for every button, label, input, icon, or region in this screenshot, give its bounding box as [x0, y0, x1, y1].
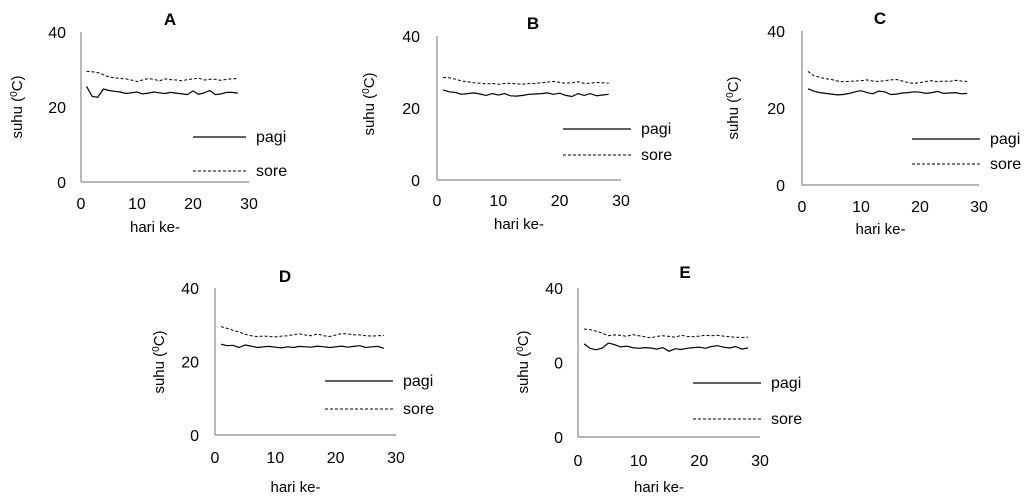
x-tick-label: 10 [489, 193, 507, 210]
y-tick-label: 20 [181, 355, 199, 372]
chart-title: E [679, 263, 690, 282]
y-tick-label: 40 [767, 24, 785, 41]
y-tick-label: 20 [402, 101, 420, 118]
legend-label-sore: sore [771, 411, 802, 428]
chart-title: C [874, 9, 886, 28]
y-axis-label: suhu (0C) [9, 75, 27, 138]
y-axis-label-unit: C) [361, 72, 378, 88]
series-line-sore [807, 70, 968, 84]
y-tick-label: 20 [48, 100, 66, 117]
y-axis-label-text: suhu ( [361, 94, 378, 136]
x-tick-label: 0 [433, 193, 442, 210]
y-axis-label-unit: C) [725, 76, 742, 92]
y-axis-label-sup: 0 [361, 88, 372, 94]
series-line-sore [584, 328, 748, 339]
y-tick-label: 0 [57, 175, 66, 192]
y-axis-label-text: suhu ( [515, 352, 532, 394]
x-tick-label: 10 [128, 196, 146, 213]
x-tick-label: 30 [751, 453, 769, 470]
x-tick-label: 10 [630, 453, 648, 470]
y-tick-label: 40 [48, 25, 66, 42]
legend-label-pagi: pagi [990, 131, 1020, 148]
y-axis-label: suhu (0C) [151, 330, 169, 393]
y-axis-label: suhu (0C) [725, 76, 743, 139]
y-tick-label: 0 [411, 173, 420, 190]
y-axis-label-text: suhu ( [151, 352, 168, 394]
y-tick-label: 0 [190, 428, 199, 445]
x-tick-label: 30 [612, 193, 630, 210]
y-axis-label: suhu (0C) [361, 72, 379, 135]
y-tick-label: 20 [767, 101, 785, 118]
series-line-pagi [220, 343, 385, 349]
series-line-sore [86, 70, 238, 83]
x-tick-label: 20 [327, 450, 345, 467]
series-line-sore [220, 326, 384, 338]
legend-label-pagi: pagi [403, 373, 433, 390]
x-tick-label: 0 [574, 453, 583, 470]
x-tick-label: 0 [77, 196, 86, 213]
x-tick-label: 20 [911, 199, 929, 216]
y-tick-label: 0 [554, 356, 563, 373]
x-tick-label: 0 [798, 199, 807, 216]
x-tick-label: 30 [970, 199, 988, 216]
x-tick-label: 20 [184, 196, 202, 213]
series-line-pagi [86, 86, 238, 98]
y-axis-label-sup: 0 [9, 91, 20, 97]
legend-label-pagi: pagi [641, 121, 671, 138]
y-axis-label: suhu (0C) [515, 330, 533, 393]
legend-label-pagi: pagi [771, 375, 801, 392]
y-tick-label: 40 [402, 29, 420, 46]
chart-title: D [279, 267, 291, 286]
y-axis-label-unit: C) [515, 330, 532, 346]
y-axis-label-text: suhu ( [9, 97, 26, 139]
legend-label-sore: sore [990, 156, 1021, 173]
x-axis-label: hari ke- [130, 219, 180, 236]
legend-label-sore: sore [641, 147, 672, 164]
x-axis-label: hari ke- [270, 479, 320, 496]
series-line-pagi [807, 88, 968, 96]
y-tick-label: 40 [181, 281, 199, 298]
y-axis-label-text: suhu ( [725, 98, 742, 140]
x-tick-label: 20 [551, 193, 569, 210]
chart-title: A [164, 10, 176, 29]
y-tick-label: 0 [776, 178, 785, 195]
y-axis-label-sup: 0 [515, 346, 526, 352]
series-line-pagi [442, 89, 609, 98]
y-axis-label-sup: 0 [151, 346, 162, 352]
series-line-pagi [583, 342, 749, 352]
x-tick-label: 0 [211, 450, 220, 467]
x-tick-label: 30 [240, 196, 258, 213]
y-axis-label-sup: 0 [725, 92, 736, 98]
y-axis-label-unit: C) [151, 330, 168, 346]
legend-label-sore: sore [403, 401, 434, 418]
y-axis-label-unit: C) [9, 75, 26, 91]
chart-title: B [527, 14, 539, 33]
legend-label-sore: sore [256, 163, 287, 180]
x-axis-label: hari ke- [855, 221, 905, 238]
x-tick-label: 30 [387, 450, 405, 467]
x-tick-label: 10 [852, 199, 870, 216]
x-tick-label: 10 [266, 450, 284, 467]
x-axis-label: hari ke- [494, 216, 544, 233]
y-tick-label: 0 [554, 430, 563, 447]
legend-label-pagi: pagi [256, 129, 286, 146]
x-axis-label: hari ke- [634, 479, 684, 496]
x-tick-label: 20 [690, 453, 708, 470]
series-line-sore [443, 76, 609, 85]
y-tick-label: 40 [545, 281, 563, 298]
